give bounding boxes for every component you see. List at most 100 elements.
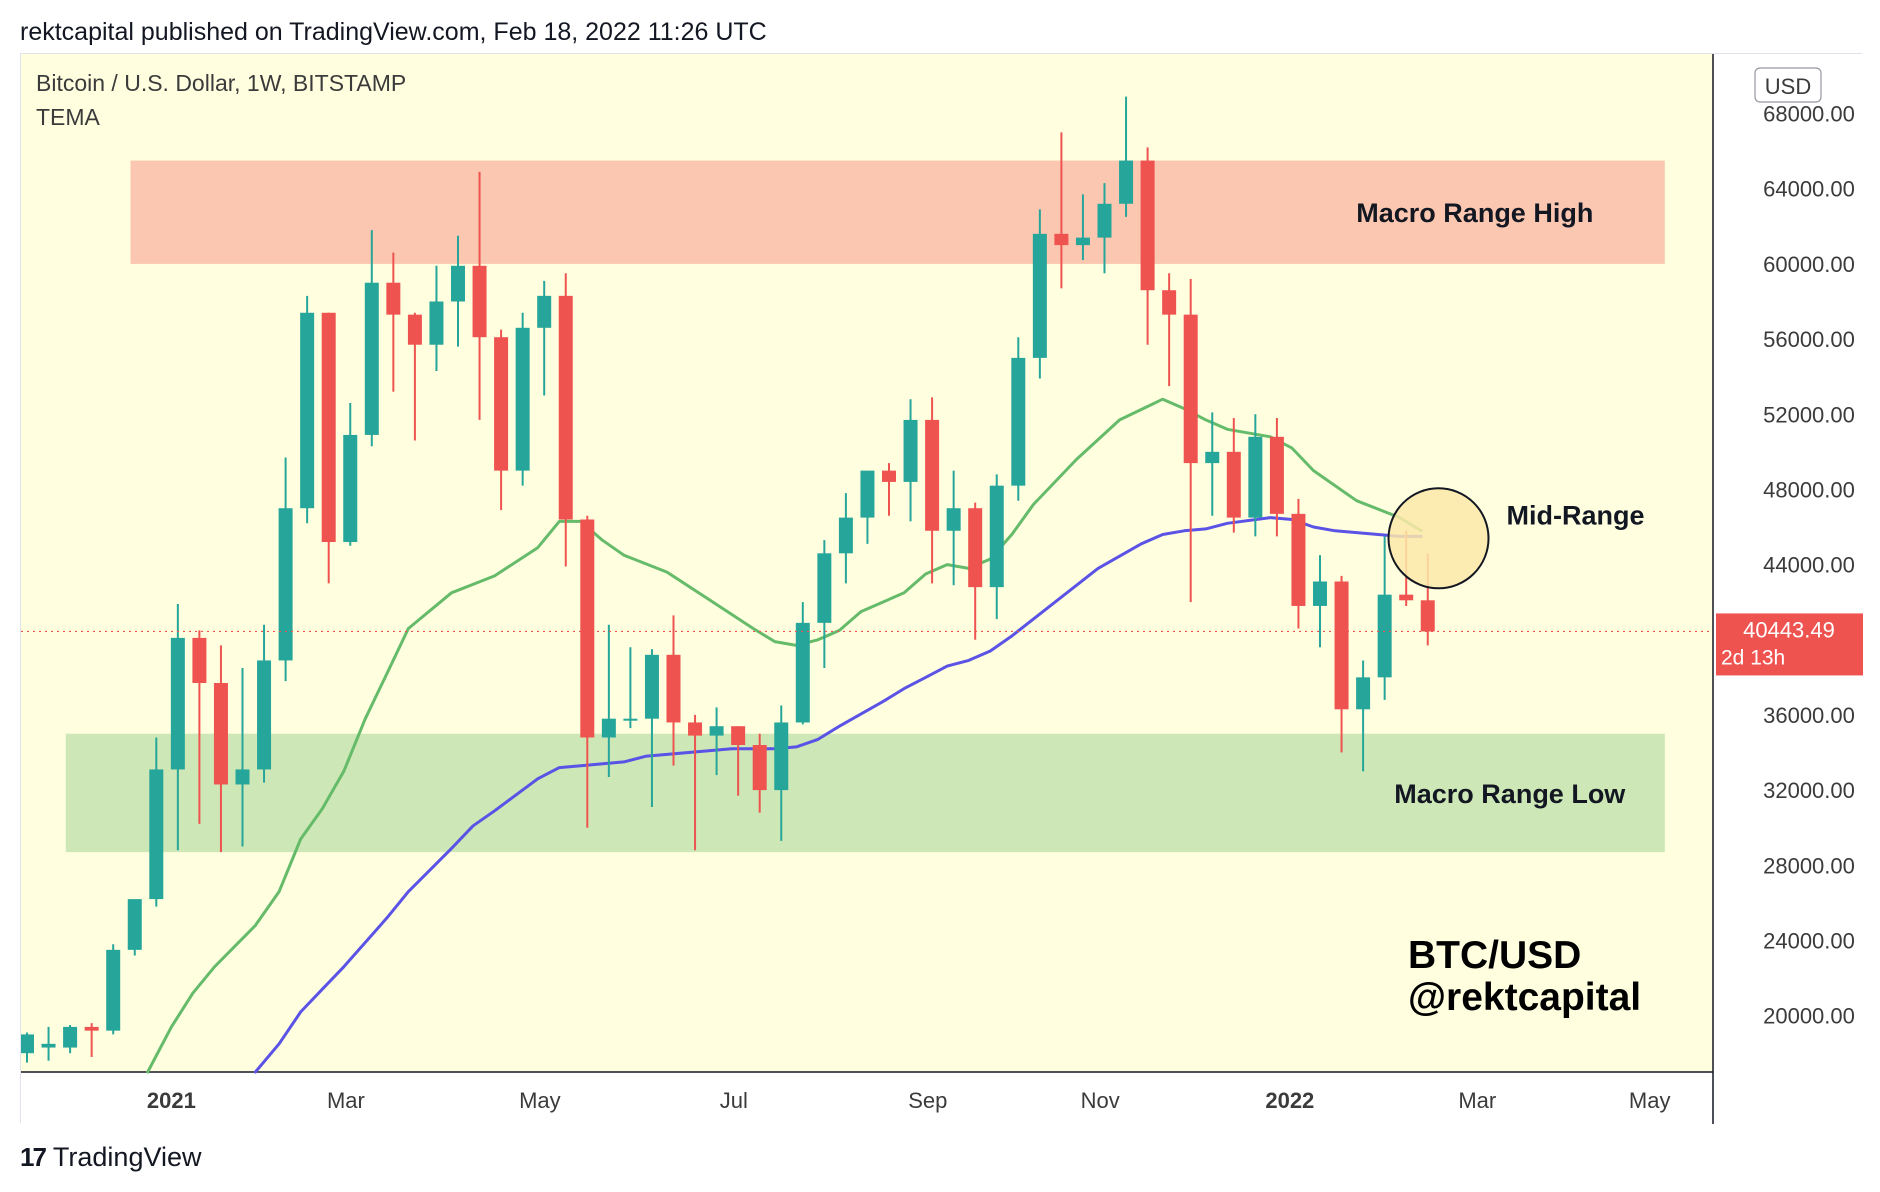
candle <box>817 540 832 668</box>
y-tick-label: 28000.00 <box>1763 853 1855 878</box>
candle-body <box>192 637 207 683</box>
candle-body <box>63 1026 78 1048</box>
candle <box>601 624 616 777</box>
candle <box>257 624 272 783</box>
chart-canvas[interactable]: 72000.0068000.0064000.0060000.0056000.00… <box>21 54 1863 1124</box>
candle <box>84 1023 99 1057</box>
candle-body <box>386 282 401 315</box>
candle <box>1248 414 1263 537</box>
candle <box>1119 96 1134 217</box>
candle <box>278 457 293 682</box>
candle-body <box>1420 600 1435 632</box>
last-price-countdown: 2d 13h <box>1721 646 1785 669</box>
candle-body <box>989 485 1004 588</box>
candle <box>795 602 810 725</box>
y-tick-label: 52000.00 <box>1763 402 1855 427</box>
candle-body <box>321 312 336 543</box>
candle <box>623 647 638 729</box>
candle-body <box>235 769 250 785</box>
tradingview-logo[interactable]: 17 TradingView <box>20 1142 202 1173</box>
candle-body <box>795 622 810 723</box>
candle-body <box>213 682 228 785</box>
candle-body <box>666 654 681 723</box>
candle-body <box>882 470 896 482</box>
x-tick-label: Nov <box>1081 1088 1120 1113</box>
candle-body <box>1011 357 1026 486</box>
candle <box>1097 183 1112 274</box>
candle-body <box>127 899 142 950</box>
ticker-watermark: BTC/USD <box>1408 934 1581 977</box>
time-scale[interactable] <box>21 1072 1713 1124</box>
author-watermark: @rektcapital <box>1408 976 1641 1019</box>
candle-body <box>1119 160 1134 204</box>
candle <box>1334 575 1349 753</box>
candle <box>860 470 875 544</box>
candle <box>1183 278 1198 603</box>
y-tick-label: 56000.00 <box>1763 327 1855 352</box>
candle <box>451 235 465 347</box>
candle <box>580 515 595 828</box>
candle <box>106 944 121 1035</box>
candle-body <box>472 265 487 338</box>
candle-body <box>1162 290 1177 315</box>
candle-body <box>731 726 746 746</box>
candle-body <box>1377 594 1392 678</box>
candle-body <box>515 327 530 471</box>
x-tick-label: Jul <box>720 1088 748 1113</box>
candle <box>946 470 961 586</box>
last-price-value: 40443.49 <box>1743 617 1835 642</box>
candle-body <box>1032 233 1047 358</box>
x-tick-label: Sep <box>908 1088 947 1113</box>
candle-body <box>817 553 832 623</box>
candle-body <box>1097 203 1112 238</box>
candle <box>494 329 509 511</box>
candle <box>386 252 401 392</box>
last-price-tag: 40443.49 2d 13h <box>1716 613 1863 676</box>
candle-body <box>903 419 918 482</box>
candle-body <box>407 314 422 345</box>
candle <box>882 463 896 516</box>
candle-body <box>752 745 767 791</box>
y-tick-label: 48000.00 <box>1763 477 1855 502</box>
candle <box>752 733 767 813</box>
y-tick-label: 68000.00 <box>1763 102 1855 127</box>
candle <box>989 474 1004 620</box>
candle <box>1377 536 1392 700</box>
candle <box>429 265 444 372</box>
x-tick-label: Mar <box>1458 1088 1496 1113</box>
candle-body <box>1399 594 1414 601</box>
candle-body <box>860 470 875 518</box>
chart-frame[interactable]: 72000.0068000.0064000.0060000.0056000.00… <box>20 53 1863 1124</box>
candle <box>709 707 724 776</box>
candle-body <box>1140 160 1155 291</box>
tradingview-brand: TradingView <box>52 1142 202 1172</box>
macro-range-high-zone <box>130 160 1665 264</box>
candle <box>407 312 422 441</box>
candle-body <box>278 508 293 661</box>
candle-body <box>84 1026 99 1031</box>
tema-slow-line <box>253 516 1423 1074</box>
y-tick-label: 32000.00 <box>1763 778 1855 803</box>
candle-body <box>343 434 358 543</box>
candle <box>1140 147 1155 345</box>
candle-body <box>41 1043 56 1048</box>
candle <box>321 312 336 584</box>
candle-body <box>451 265 465 302</box>
symbol-legend[interactable]: Bitcoin / U.S. Dollar, 1W, BITSTAMP <box>36 70 406 96</box>
candle <box>925 397 940 584</box>
candle <box>688 714 703 851</box>
price-scale[interactable] <box>1713 54 1863 1124</box>
currency-badge[interactable]: USD <box>1754 67 1822 103</box>
candle-body <box>1226 451 1241 518</box>
candle <box>127 899 142 956</box>
candle-body <box>946 508 961 531</box>
candle-body <box>968 508 983 588</box>
macro-range-low-label: Macro Range Low <box>1394 779 1626 809</box>
x-tick-label: May <box>519 1088 561 1113</box>
indicator-legend[interactable]: TEMA <box>36 104 101 130</box>
y-tick-label: 20000.00 <box>1763 1004 1855 1029</box>
y-tick-label: 64000.00 <box>1763 177 1855 202</box>
candle-body <box>925 419 940 531</box>
mid-range-circle <box>1387 487 1490 590</box>
candle <box>1269 418 1284 537</box>
